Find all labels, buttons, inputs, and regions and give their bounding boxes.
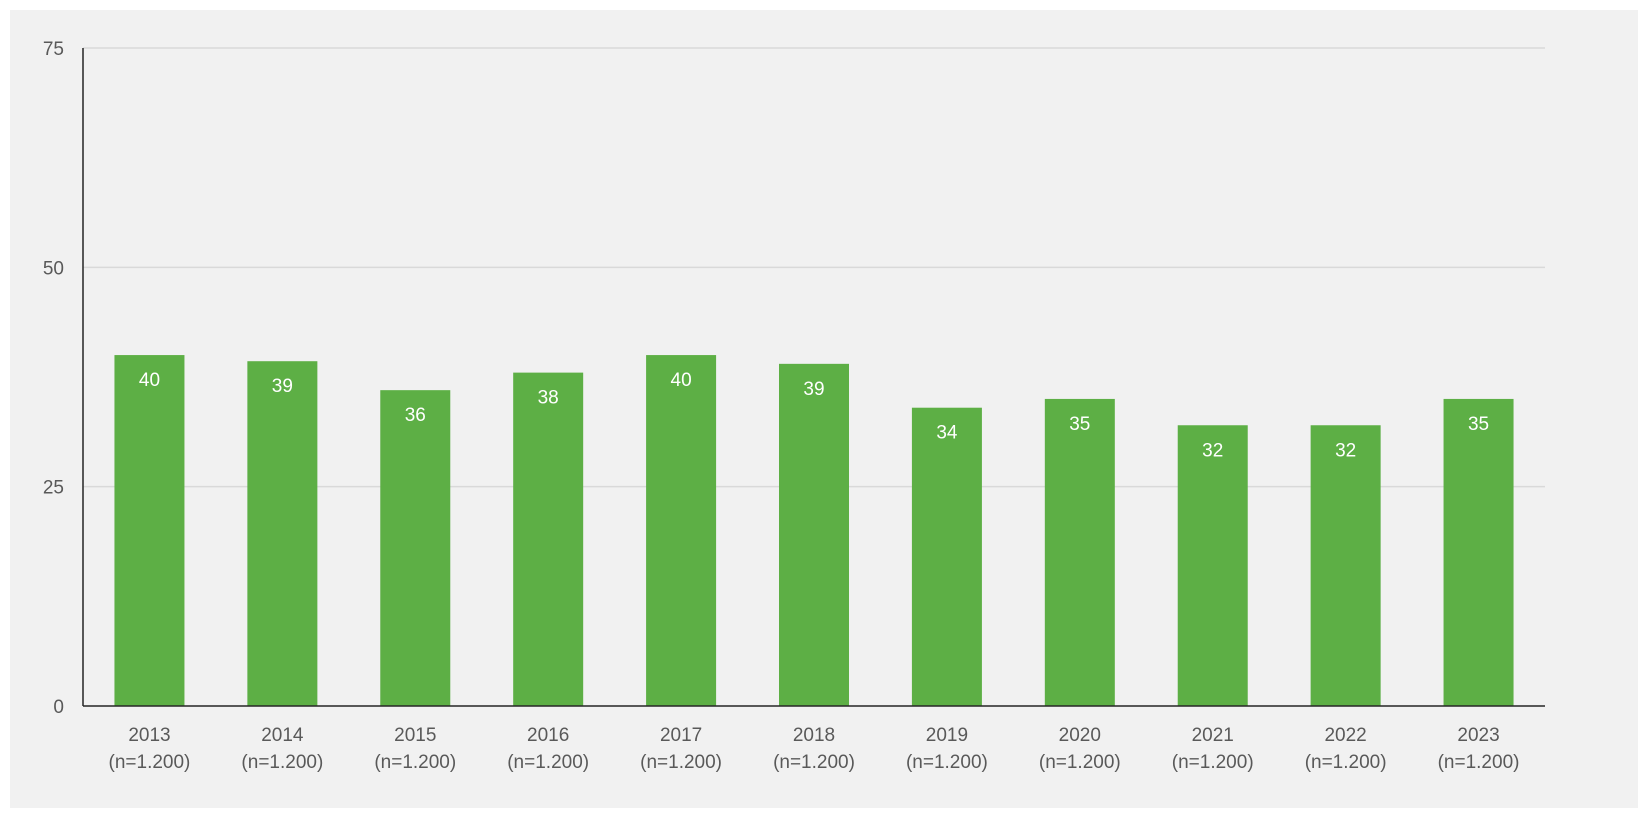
- bar: [911, 407, 982, 706]
- x-tick-label: 2017: [660, 725, 702, 746]
- x-tick-sublabel: (n=1.200): [374, 752, 456, 773]
- x-tick-label: 2016: [527, 725, 569, 746]
- bar: [646, 355, 717, 706]
- data-label: 34: [936, 423, 958, 444]
- x-tick-label: 2021: [1192, 725, 1234, 746]
- bar: [1177, 425, 1248, 706]
- data-label: 36: [405, 405, 426, 426]
- x-tick-label: 2015: [394, 725, 436, 746]
- data-label: 32: [1202, 440, 1223, 461]
- bar: [380, 390, 451, 706]
- data-label: 32: [1335, 440, 1356, 461]
- x-tick-sublabel: (n=1.200): [906, 752, 988, 773]
- bar: [114, 355, 185, 706]
- bars: [114, 355, 1514, 706]
- x-tick-sublabel: (n=1.200): [1305, 752, 1387, 773]
- data-label: 40: [139, 370, 160, 391]
- x-tick-label: 2018: [793, 725, 835, 746]
- bar: [513, 372, 584, 706]
- bar: [1443, 398, 1514, 706]
- x-tick-sublabel: (n=1.200): [773, 752, 855, 773]
- y-tick-label: 0: [53, 697, 64, 718]
- x-tick-label: 2020: [1059, 725, 1101, 746]
- x-tick-label: 2013: [128, 725, 170, 746]
- x-tick-sublabel: (n=1.200): [1172, 752, 1254, 773]
- x-tick-sublabel: (n=1.200): [1039, 752, 1121, 773]
- y-tick-label: 50: [43, 258, 64, 279]
- x-tick-sublabel: (n=1.200): [241, 752, 323, 773]
- x-tick-sublabel: (n=1.200): [1438, 752, 1520, 773]
- x-tick-label: 2023: [1457, 725, 1499, 746]
- y-tick-label: 75: [43, 39, 64, 60]
- data-label: 39: [272, 376, 293, 397]
- bar: [1310, 425, 1381, 706]
- data-label: 39: [803, 379, 824, 400]
- x-tick-sublabel: (n=1.200): [640, 752, 722, 773]
- data-label: 40: [671, 370, 692, 391]
- labels: 0 25 50 75 40 2013 (n=1.200) 39 2014 (n=1.200) 36 2…: [43, 39, 1520, 773]
- x-tick-label: 2019: [926, 725, 968, 746]
- bar: [247, 361, 318, 706]
- x-tick-label: 2014: [261, 725, 304, 746]
- bar: [779, 363, 849, 706]
- x-tick-sublabel: (n=1.200): [507, 752, 589, 773]
- data-label: 35: [1069, 414, 1090, 435]
- y-tick-label: 25: [43, 478, 64, 499]
- data-label: 38: [538, 388, 559, 409]
- axes: [82, 48, 1545, 707]
- x-tick-label: 2022: [1324, 725, 1366, 746]
- x-tick-sublabel: (n=1.200): [109, 752, 191, 773]
- bar: [1044, 398, 1115, 706]
- data-label: 35: [1468, 414, 1489, 435]
